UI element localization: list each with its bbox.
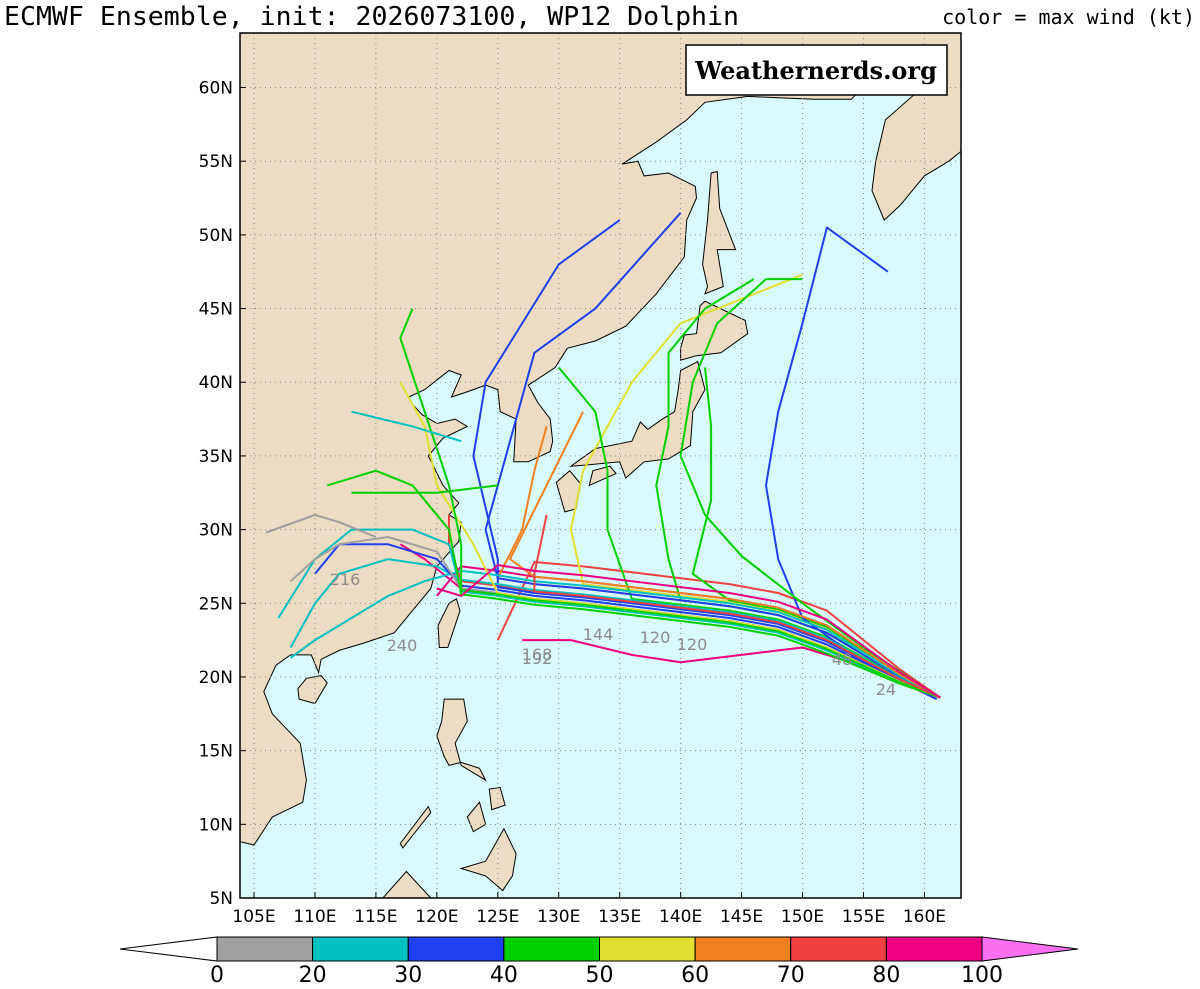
lat-label: 45N [199,300,233,320]
lat-label: 50N [199,226,233,246]
storm-track [679,278,938,697]
colorbar-label: 100 [961,963,1003,988]
landmass [382,870,432,898]
land [240,33,961,898]
lon-label: 155E [842,907,885,927]
colorbar-segment [312,936,409,962]
storm-track [484,212,941,699]
colorbar-label: 20 [299,963,327,988]
landmass [459,827,517,892]
track-hour-label: 216 [330,570,361,589]
track-hour-label: 120 [677,635,708,654]
landmass [437,598,461,648]
storm-track [290,569,941,699]
lat-label: 25N [199,594,233,614]
watermark: Weathernerds.org [694,56,937,85]
landmass [702,170,737,295]
colorbar-label: 80 [872,963,900,988]
track-hour-label: 120 [640,628,671,647]
storm-track [436,564,941,699]
storm-track [533,514,941,699]
storm-track [314,543,941,699]
track-hour-label: 168 [522,645,553,664]
lat-label: 20N [199,668,233,688]
lon-label: 130E [537,907,580,927]
colorbar-segment [885,936,983,962]
axis-labels: 105E 110E 115E 120E 125E 130E 135E 140E 145E 150E… [199,79,946,927]
watermark-box [685,44,948,96]
tracks [265,212,941,700]
lat-label: 30N [199,521,233,541]
storm-track [277,528,941,699]
lat-label: 40N [199,373,233,393]
colorbar-segment [503,936,600,962]
storm-track [351,410,462,443]
storm-track [289,558,941,699]
lat-label: 35N [199,447,233,467]
colorbar-segment [599,936,696,962]
colorbar-label: 40 [490,963,518,988]
lat-label: 55N [199,152,233,172]
storm-track [509,411,941,699]
landmass [569,360,706,479]
color-note: color = max wind (kt) [942,5,1195,29]
track-hour-label: 24 [876,680,896,699]
landmass [488,786,506,811]
lon-label: 125E [476,907,519,927]
colorbar-segment [216,936,314,962]
colorbar-high-arrow [981,936,1079,962]
storm-track [326,469,941,699]
colorbar-label: 30 [394,963,422,988]
colorbar-segment [407,936,505,962]
grid [240,33,961,898]
storm-track [399,381,941,699]
storm-track [496,561,941,699]
colorbar-segment [790,936,887,962]
lon-label: 115E [354,907,397,927]
storm-track [399,308,941,699]
lon-label: 105E [232,907,275,927]
landmass [399,805,432,849]
colorbar: 0 20 30 40 50 60 70 80 100 [119,936,1079,988]
track-hour-label: 48 [832,650,852,669]
lon-label: 145E [720,907,763,927]
colorbar-low-arrow [119,936,218,962]
map-frame [239,32,962,899]
track-hour-label: 192 [522,649,553,668]
storm-track [351,484,498,494]
lon-label: 160E [903,907,946,927]
lon-label: 150E [781,907,824,927]
title: ECMWF Ensemble, init: 2026073100, WP12 D… [4,2,739,32]
colorbar-label: 60 [681,963,709,988]
lon-label: 140E [659,907,702,927]
lon-label: 110E [293,907,336,927]
lat-label: 60N [199,79,233,99]
lat-label: 5N [209,889,233,909]
landmass [436,698,487,782]
colorbar-segment [694,936,792,962]
track-hour-label: 144 [583,625,614,644]
colorbar-label: 50 [586,963,614,988]
lat-label: 15N [199,742,233,762]
lon-label: 135E [598,907,641,927]
lat-label: 10N [199,815,233,835]
track-hour-label: 240 [387,636,418,655]
lon-label: 120E [415,907,458,927]
storm-track [265,513,377,538]
colorbar-label: 70 [777,963,805,988]
colorbar-label: 0 [210,963,224,988]
storm-track [472,219,941,699]
